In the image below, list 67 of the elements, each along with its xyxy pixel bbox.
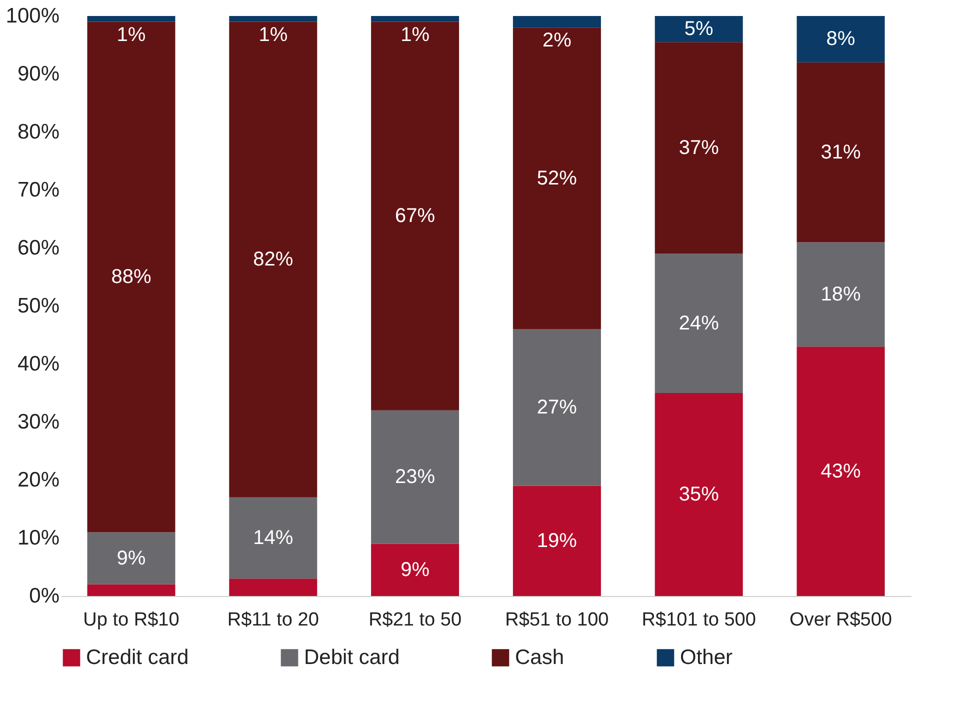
x-tick-label: Over R$500 <box>790 610 892 630</box>
x-tick-label: R$11 to 20 <box>227 610 319 630</box>
y-tick-label: 30% <box>17 410 60 434</box>
data-label: 37% <box>678 136 720 159</box>
bar <box>87 16 176 22</box>
y-tick-label: 20% <box>17 468 60 492</box>
y-tick-label: 80% <box>17 120 60 144</box>
x-tick-label: R$101 to 500 <box>642 610 756 630</box>
legend-label: Credit card <box>86 646 189 669</box>
bar <box>796 242 885 347</box>
y-tick-label: 40% <box>17 352 60 376</box>
bar <box>512 486 601 596</box>
y-tick-label: 10% <box>17 526 60 550</box>
bar <box>371 16 460 22</box>
bar <box>512 28 601 330</box>
bar <box>371 22 460 410</box>
data-label: 1% <box>116 24 146 46</box>
x-tick-label: R$51 to 100 <box>505 610 609 630</box>
data-label: 19% <box>536 530 578 552</box>
data-label: 8% <box>826 28 856 50</box>
data-label: 9% <box>116 547 146 570</box>
data-label: 18% <box>820 283 861 306</box>
data-label: 5% <box>684 18 714 40</box>
y-tick-label: 0% <box>29 584 60 608</box>
bar <box>229 497 318 579</box>
data-label: 31% <box>820 141 861 164</box>
data-label: 43% <box>820 460 861 482</box>
x-tick-label: Up to R$10 <box>83 610 180 630</box>
bar <box>229 16 318 22</box>
y-tick-label: 60% <box>17 236 60 260</box>
data-label: 52% <box>536 167 578 190</box>
y-tick-label: 70% <box>17 178 60 202</box>
data-label: 9% <box>400 558 430 581</box>
bar <box>87 22 176 532</box>
bar <box>796 62 885 242</box>
data-label: 35% <box>678 484 720 506</box>
data-label: 23% <box>395 466 436 488</box>
bar <box>654 393 743 596</box>
legend-label: Other <box>680 646 733 669</box>
data-label: 1% <box>258 24 288 46</box>
bar <box>87 584 176 596</box>
data-label: 82% <box>253 248 294 271</box>
bar <box>796 16 885 62</box>
bar <box>796 346 885 596</box>
data-label: 67% <box>395 205 436 228</box>
bar <box>229 22 318 498</box>
legend-label: Cash <box>515 646 564 669</box>
bar <box>654 42 743 254</box>
bar <box>654 16 743 42</box>
bar <box>512 16 601 28</box>
data-label: 88% <box>111 266 152 288</box>
data-label: 27% <box>536 396 578 418</box>
bar <box>229 578 318 596</box>
bar <box>371 410 460 544</box>
y-tick-label: 50% <box>17 294 60 318</box>
bar <box>512 329 601 486</box>
y-tick-label: 100% <box>6 4 60 28</box>
bar <box>87 532 176 584</box>
bar <box>371 544 460 596</box>
data-label: 24% <box>678 312 720 334</box>
data-label: 2% <box>542 30 572 52</box>
bar <box>654 254 743 393</box>
data-label: 14% <box>253 527 294 549</box>
x-tick-label: R$21 to 50 <box>368 610 462 630</box>
y-tick-label: 90% <box>17 62 60 86</box>
data-label: 1% <box>400 24 430 46</box>
legend-label: Debit card <box>304 646 400 669</box>
